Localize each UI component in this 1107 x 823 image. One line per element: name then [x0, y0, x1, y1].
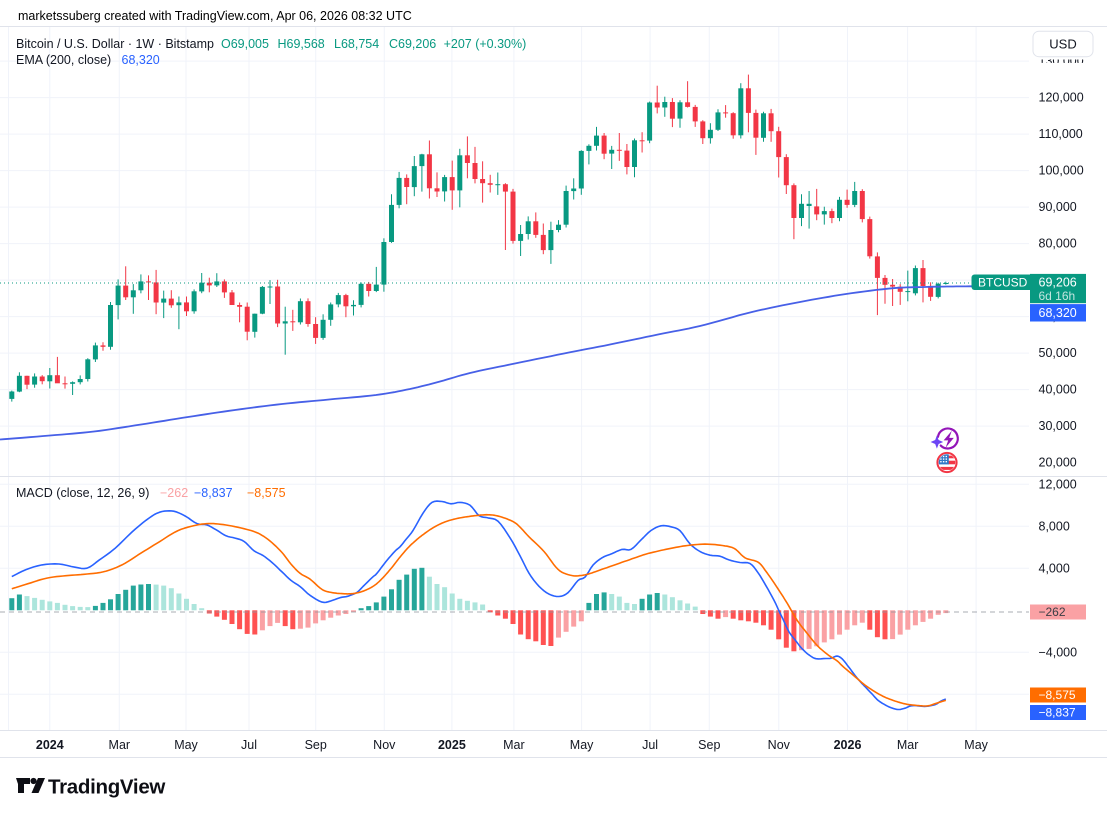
svg-text:2024: 2024: [36, 738, 64, 752]
svg-text:90,000: 90,000: [1039, 200, 1077, 214]
svg-text:L68,754: L68,754: [334, 37, 379, 51]
svg-text:50,000: 50,000: [1039, 346, 1077, 360]
svg-text:40,000: 40,000: [1039, 383, 1077, 397]
svg-text:2026: 2026: [834, 738, 862, 752]
svg-text:EMA (200, close): EMA (200, close): [16, 53, 111, 67]
svg-text:Sep: Sep: [305, 738, 327, 752]
svg-text:12,000: 12,000: [1039, 477, 1077, 491]
svg-text:100,000: 100,000: [1039, 164, 1084, 178]
svg-text:30,000: 30,000: [1039, 419, 1077, 433]
svg-text:Nov: Nov: [373, 738, 396, 752]
svg-text:110,000: 110,000: [1039, 127, 1083, 141]
svg-text:Jul: Jul: [642, 738, 658, 752]
svg-text:May: May: [964, 738, 988, 752]
svg-text:−262: −262: [1039, 605, 1066, 619]
svg-text:O69,005: O69,005: [221, 37, 269, 51]
svg-text:MACD (close, 12, 26, 9): MACD (close, 12, 26, 9): [16, 486, 149, 500]
svg-text:−4,000: −4,000: [1039, 645, 1078, 659]
svg-text:80,000: 80,000: [1039, 237, 1077, 251]
svg-text:−8,837: −8,837: [194, 486, 233, 500]
svg-text:BTCUSD: BTCUSD: [978, 276, 1028, 290]
svg-text:May: May: [174, 738, 198, 752]
svg-text:Mar: Mar: [503, 738, 525, 752]
svg-text:Sep: Sep: [698, 738, 720, 752]
svg-text:marketssuberg created with Tra: marketssuberg created with TradingView.c…: [18, 9, 412, 23]
svg-text:130,000: 130,000: [1039, 54, 1084, 68]
svg-text:68,320: 68,320: [122, 53, 160, 67]
svg-text:C69,206: C69,206: [389, 37, 436, 51]
svg-text:−8,575: −8,575: [247, 486, 286, 500]
svg-text:TradingView: TradingView: [48, 776, 165, 799]
svg-text:USD: USD: [1049, 37, 1076, 52]
svg-text:Mar: Mar: [897, 738, 919, 752]
svg-text:Nov: Nov: [768, 738, 791, 752]
svg-text:+207 (+0.30%): +207 (+0.30%): [444, 37, 527, 51]
svg-text:68,320: 68,320: [1039, 306, 1077, 320]
svg-text:Mar: Mar: [109, 738, 131, 752]
svg-text:May: May: [570, 738, 594, 752]
svg-text:120,000: 120,000: [1039, 91, 1084, 105]
svg-text:2025: 2025: [438, 738, 466, 752]
svg-text:−8,575: −8,575: [1039, 688, 1076, 702]
svg-text:Jul: Jul: [241, 738, 257, 752]
svg-text:20,000: 20,000: [1039, 456, 1077, 470]
svg-text:8,000: 8,000: [1039, 519, 1070, 533]
svg-text:−262: −262: [160, 486, 188, 500]
svg-text:−8,837: −8,837: [1039, 706, 1076, 720]
svg-text:4,000: 4,000: [1039, 561, 1070, 575]
svg-text:69,206: 69,206: [1039, 276, 1077, 290]
svg-text:6d 16h: 6d 16h: [1039, 289, 1076, 303]
svg-text:H69,568: H69,568: [278, 37, 325, 51]
svg-text:Bitcoin / U.S. Dollar · 1W · B: Bitcoin / U.S. Dollar · 1W · Bitstamp: [16, 37, 214, 51]
